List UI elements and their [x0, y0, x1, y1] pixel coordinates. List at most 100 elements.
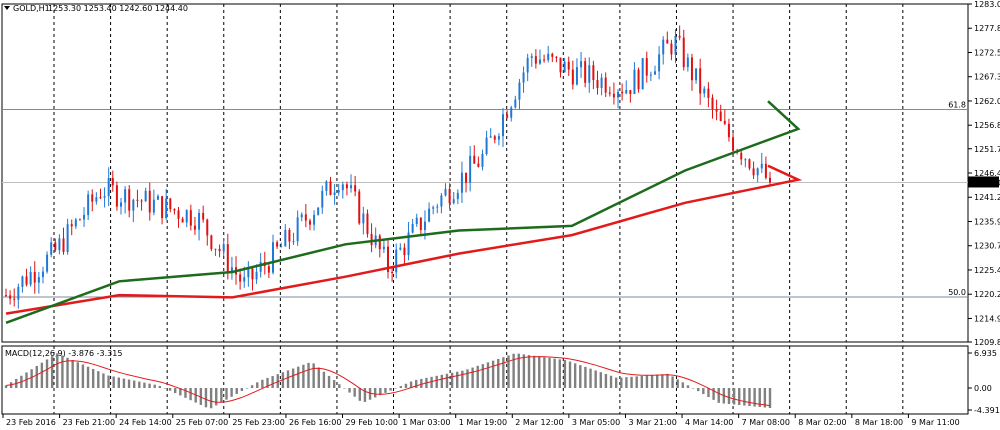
current-price-tag: [968, 176, 999, 188]
macd-bar: [450, 372, 454, 388]
bear-candle: [181, 218, 184, 223]
bear-candle: [596, 80, 599, 88]
macd-bar: [650, 375, 654, 388]
macd-bar: [199, 388, 203, 405]
bull-candle: [744, 159, 747, 161]
bull-candle: [436, 206, 439, 208]
macd-bar: [76, 362, 79, 388]
bull-candle: [58, 238, 61, 251]
bull-candle: [222, 244, 225, 252]
bull-candle: [124, 189, 127, 203]
bull-candle: [674, 35, 677, 55]
bull-candle: [271, 242, 274, 273]
bull-candle: [152, 199, 155, 213]
bear-candle: [732, 137, 735, 151]
macd-bar: [127, 379, 131, 388]
bear-candle: [329, 181, 332, 196]
time-axis-label: 7 Mar 08:00: [742, 418, 790, 427]
bull-candle: [156, 196, 159, 200]
macd-bar: [666, 373, 669, 388]
macd-bar: [230, 388, 233, 397]
bear-candle: [128, 189, 131, 211]
bear-candle: [629, 90, 632, 95]
bull-candle: [641, 58, 644, 90]
triangle-down-icon: [4, 6, 10, 10]
moving-average-red: [5, 164, 803, 315]
macd-bar: [676, 379, 679, 388]
macd-bar: [40, 362, 44, 388]
macd-bar: [609, 375, 613, 388]
macd-bar: [256, 382, 259, 388]
macd-bar: [348, 388, 351, 393]
bear-candle: [567, 61, 570, 70]
bull-candle: [185, 210, 188, 223]
macd-axis-label: 0.00: [974, 384, 992, 393]
macd-bar: [727, 388, 731, 405]
macd-bar: [481, 364, 485, 388]
bull-candle: [337, 190, 340, 193]
macd-bar: [743, 388, 746, 406]
bear-candle: [473, 155, 476, 164]
macd-bar: [338, 384, 341, 388]
macd-bar: [707, 388, 710, 397]
macd-bar: [594, 370, 597, 388]
bull-candle: [382, 246, 385, 250]
macd-bar: [430, 376, 433, 388]
macd-bar: [117, 377, 121, 388]
macd-bar: [456, 371, 459, 388]
macd-bar: [389, 388, 392, 391]
bull-candle: [460, 172, 463, 193]
macd-bar: [312, 363, 315, 388]
macd-bar: [527, 355, 531, 388]
macd-bar: [102, 373, 105, 388]
bull-candle: [625, 90, 628, 94]
bear-candle: [670, 43, 673, 55]
macd-bar: [732, 388, 736, 405]
bear-candle: [477, 163, 480, 167]
macd-bar: [122, 378, 126, 388]
bull-candle: [658, 54, 661, 72]
bull-candle: [230, 267, 233, 272]
macd-bar: [384, 388, 387, 393]
bear-candle: [748, 159, 751, 169]
time-axis-label: 3 Mar 05:00: [572, 418, 620, 427]
price-axis-label: 1246.45: [974, 169, 1000, 178]
bull-candle: [83, 214, 86, 220]
bull-candle: [497, 136, 500, 140]
bull-candle: [510, 107, 513, 118]
bear-candle: [723, 120, 726, 124]
bull-candle: [333, 192, 336, 196]
bull-candle: [107, 178, 110, 197]
macd-bar: [168, 388, 172, 391]
time-axis-label: 1 Mar 03:00: [402, 418, 450, 427]
bear-candle: [378, 235, 381, 250]
time-axis-label: 9 Mar 11:00: [911, 418, 959, 427]
bull-candle: [350, 185, 353, 189]
bull-candle: [144, 190, 147, 202]
macd-bar: [640, 375, 644, 388]
macd-bar: [558, 359, 561, 388]
bear-candle: [551, 53, 554, 57]
main-chart-frame: [1, 3, 969, 343]
bull-candle: [695, 68, 698, 81]
bear-candle: [621, 91, 624, 94]
macd-bar: [568, 361, 572, 388]
bull-candle: [469, 155, 472, 183]
bull-candle: [21, 276, 24, 287]
bear-candle: [25, 276, 28, 285]
macd-bar: [753, 388, 756, 407]
bear-candle: [559, 57, 562, 73]
bull-candle: [300, 214, 303, 218]
bear-candle: [33, 272, 36, 283]
macd-signal-line: [5, 356, 771, 407]
time-axis-label: 8 Mar 02:00: [798, 418, 846, 427]
bull-candle: [514, 99, 517, 108]
bear-candle: [115, 185, 118, 207]
macd-bar: [50, 356, 54, 388]
bear-candle: [54, 242, 57, 251]
macd-bar: [661, 374, 664, 388]
bear-candle: [140, 200, 143, 202]
bull-candle: [280, 246, 283, 248]
